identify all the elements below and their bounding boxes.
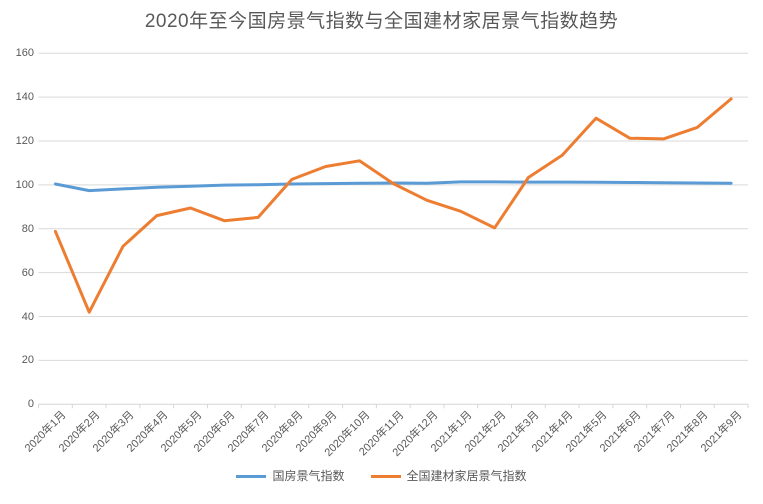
legend-item-housing-index: 国房景气指数 — [236, 469, 345, 484]
y-axis-label: 80 — [21, 222, 34, 235]
y-axis-label: 40 — [21, 310, 34, 323]
y-axis-label: 0 — [27, 398, 34, 411]
chart-title: 2020年至今国房景气指数与全国建材家居景气指数趋势 — [144, 11, 619, 32]
y-axis-label: 160 — [15, 47, 34, 60]
series-line-1 — [53, 97, 733, 314]
legend: 国房景气指数 全国建材家居景气指数 — [0, 469, 763, 484]
legend-label: 全国建材家居景气指数 — [406, 469, 527, 483]
y-axis-label: 120 — [15, 135, 34, 148]
legend-label: 国房景气指数 — [272, 469, 345, 483]
legend-line-swatch-orange — [370, 475, 401, 478]
y-axis-label: 100 — [15, 178, 34, 191]
y-axis-label: 20 — [21, 354, 34, 367]
legend-line-swatch-blue — [236, 475, 267, 478]
y-axis-label: 60 — [21, 266, 34, 279]
legend-item-building-materials-index: 全国建材家居景气指数 — [370, 469, 527, 484]
y-axis-label: 140 — [15, 91, 34, 104]
